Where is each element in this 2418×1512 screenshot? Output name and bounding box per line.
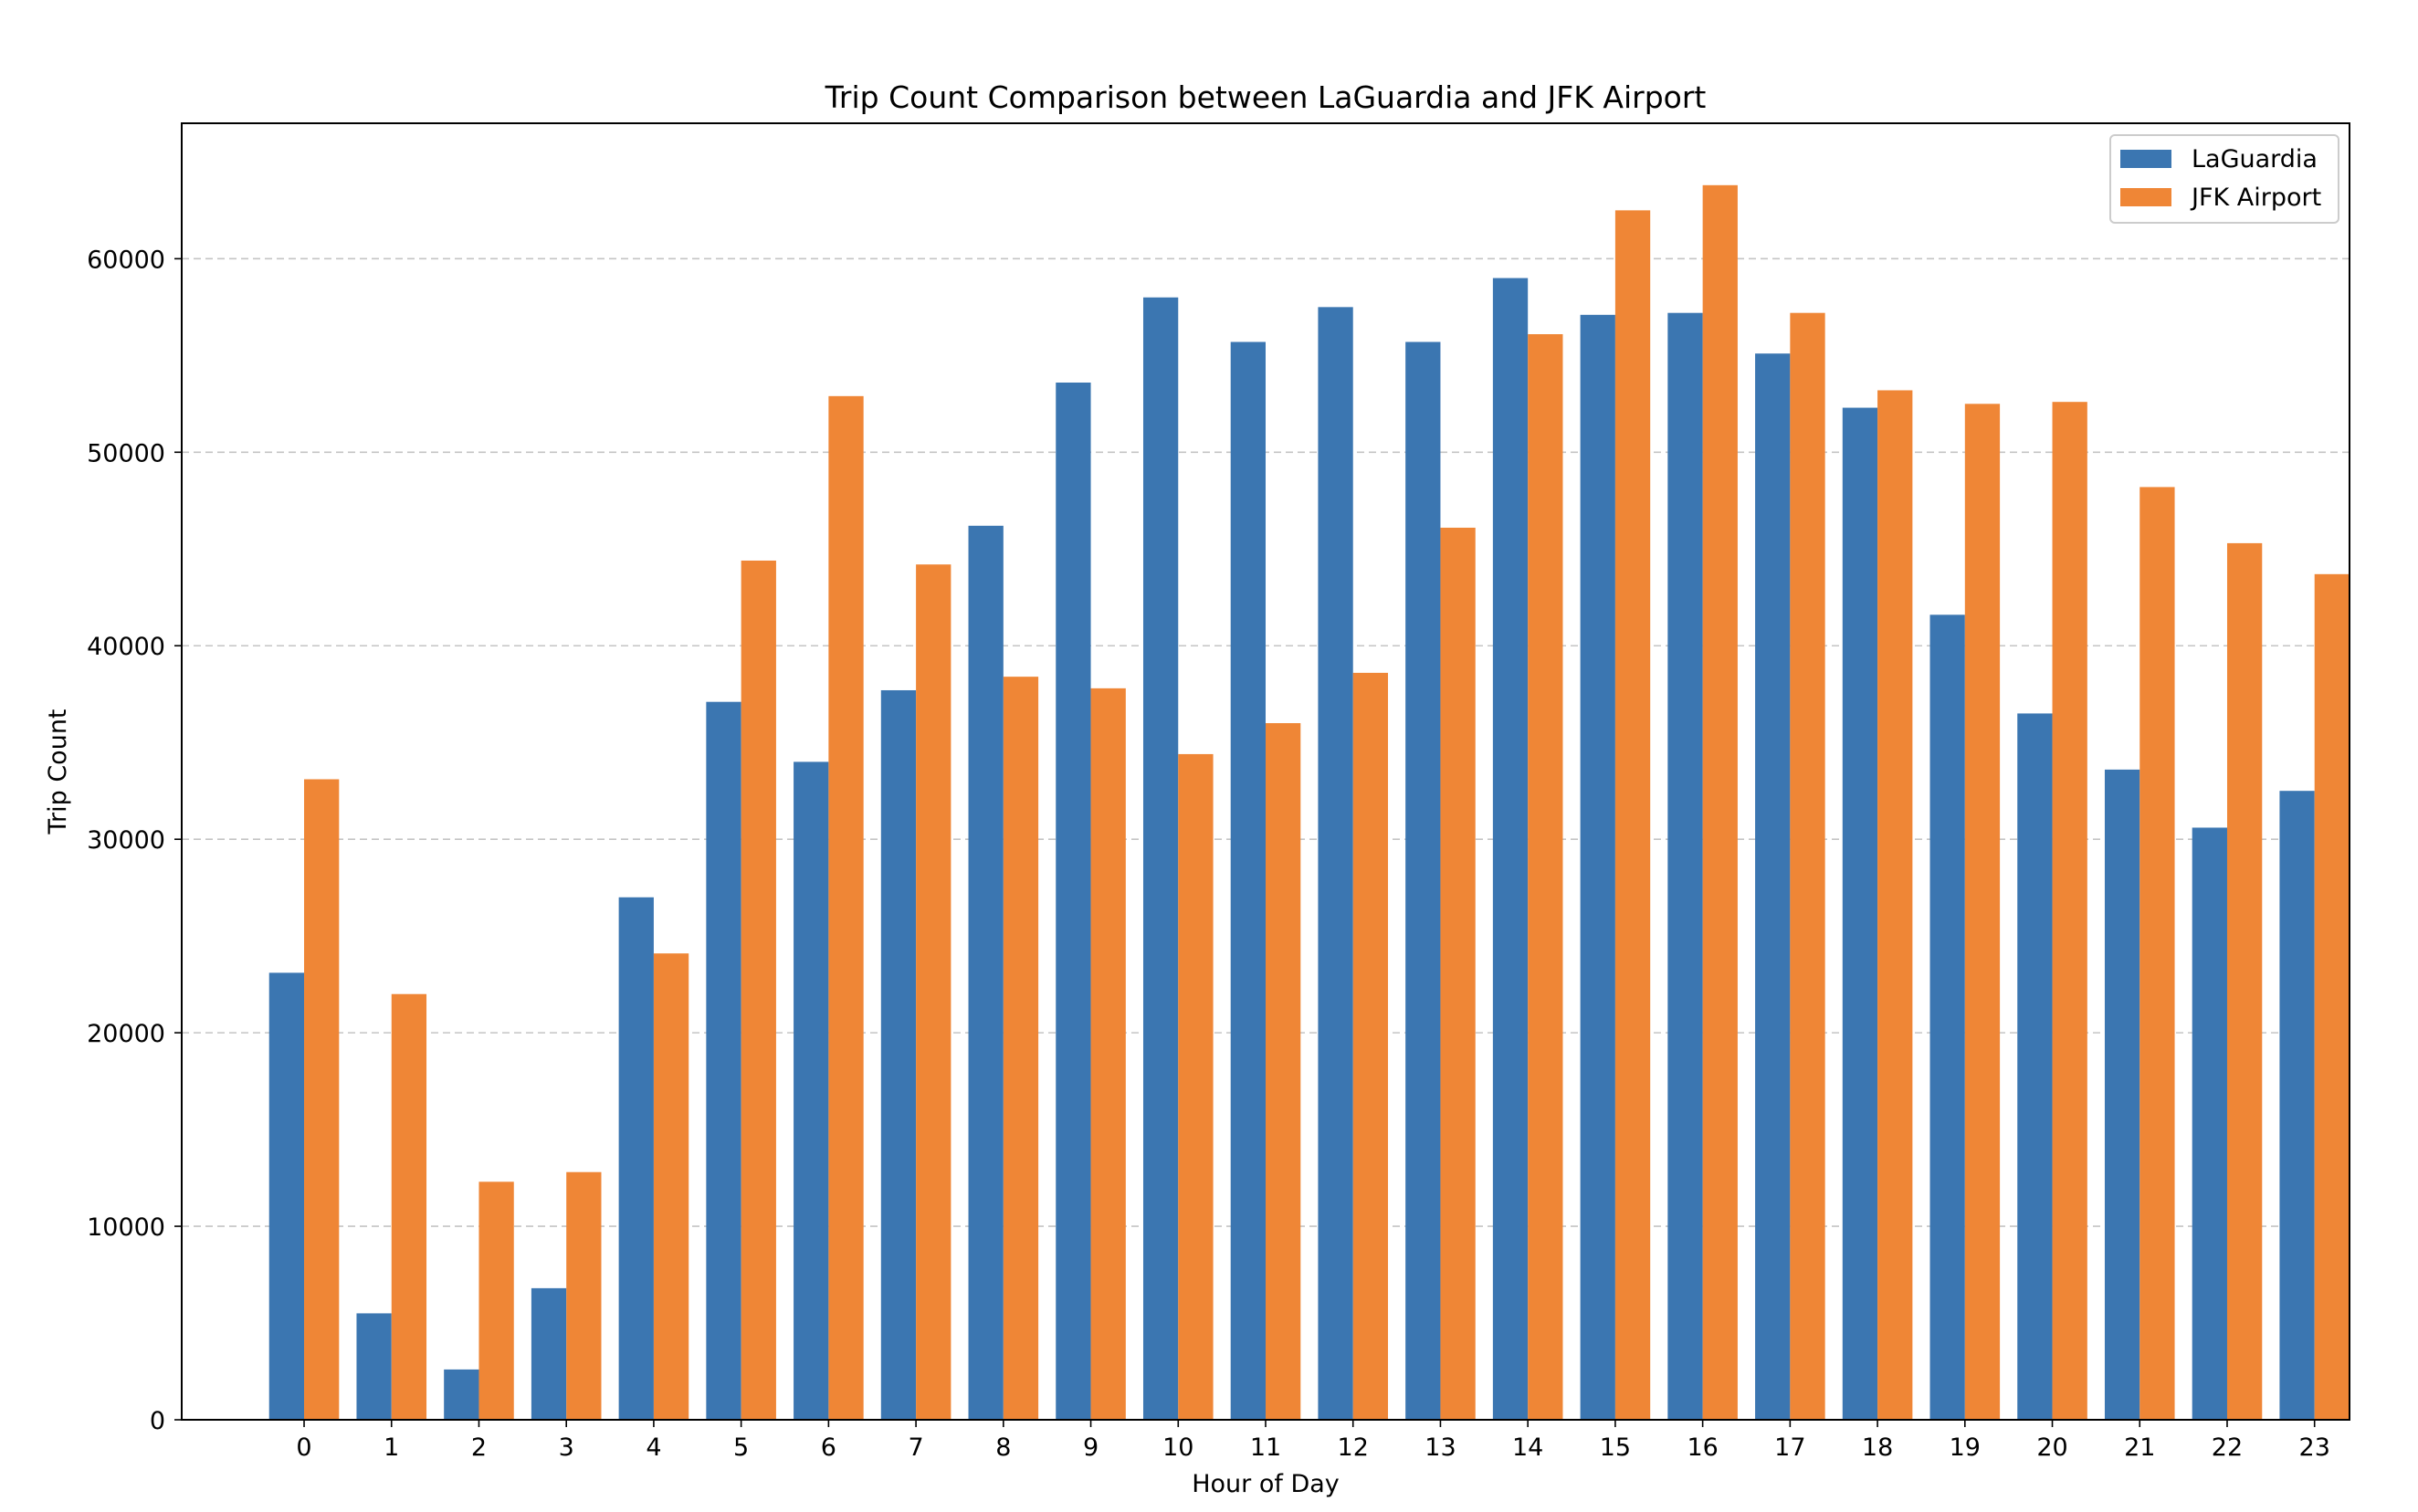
bar-jfk-airport-16 (1702, 184, 1738, 1420)
bar-laguardia-23 (2279, 791, 2315, 1420)
chart-title: Trip Count Comparison between LaGuardia … (825, 79, 1707, 115)
x-tick-label: 6 (821, 1433, 836, 1462)
bar-jfk-airport-13 (1440, 527, 1476, 1420)
y-tick-label: 60000 (87, 246, 165, 274)
x-tick-label: 7 (909, 1433, 924, 1462)
bar-jfk-airport-4 (653, 953, 689, 1420)
bar-jfk-airport-15 (1614, 210, 1651, 1420)
bar-laguardia-12 (1318, 307, 1353, 1421)
y-tick-label: 40000 (87, 633, 165, 661)
x-tick-label: 18 (1862, 1433, 1893, 1462)
x-tick-label: 21 (2124, 1433, 2155, 1462)
x-tick-label: 12 (1338, 1433, 1369, 1462)
bar-jfk-airport-18 (1877, 390, 1913, 1421)
y-tick-label: 30000 (87, 826, 165, 855)
y-tick-label: 10000 (87, 1213, 165, 1242)
bar-jfk-airport-0 (304, 779, 340, 1420)
x-tick-label: 15 (1600, 1433, 1631, 1462)
x-tick-label: 20 (2036, 1433, 2067, 1462)
y-axis-label: Trip Count (44, 709, 72, 835)
bar-laguardia-2 (444, 1369, 479, 1420)
bar-jfk-airport-14 (1528, 334, 1563, 1421)
bar-laguardia-3 (531, 1287, 567, 1420)
bar-jfk-airport-8 (1003, 677, 1039, 1420)
bar-jfk-airport-19 (1964, 404, 2001, 1420)
bar-jfk-airport-2 (478, 1181, 514, 1420)
bar-laguardia-13 (1405, 341, 1441, 1420)
bar-laguardia-20 (2017, 713, 2053, 1420)
bar-jfk-airport-7 (916, 564, 951, 1420)
bar-jfk-airport-12 (1352, 672, 1389, 1420)
bar-jfk-airport-1 (391, 993, 427, 1420)
x-tick-label: 9 (1083, 1433, 1099, 1462)
x-tick-label: 13 (1425, 1433, 1456, 1462)
bar-laguardia-22 (2192, 827, 2227, 1420)
x-tick-label: 16 (1687, 1433, 1718, 1462)
bar-jfk-airport-23 (2314, 573, 2350, 1420)
bar-jfk-airport-10 (1178, 753, 1214, 1420)
bar-jfk-airport-9 (1090, 688, 1126, 1420)
x-tick-label: 14 (1512, 1433, 1543, 1462)
bar-laguardia-1 (356, 1313, 392, 1420)
bar-jfk-airport-17 (1790, 312, 1825, 1420)
bar-laguardia-10 (1142, 297, 1179, 1420)
legend: LaGuardia JFK Airport (2109, 134, 2339, 224)
bar-laguardia-16 (1667, 312, 1703, 1420)
bar-laguardia-5 (706, 701, 741, 1420)
bar-jfk-airport-22 (2226, 542, 2263, 1420)
x-tick-label: 2 (471, 1433, 487, 1462)
x-tick-label: 0 (296, 1433, 311, 1462)
bar-laguardia-21 (2104, 769, 2140, 1420)
x-tick-label: 22 (2212, 1433, 2243, 1462)
y-tick-label: 20000 (87, 1020, 165, 1048)
x-tick-label: 5 (733, 1433, 749, 1462)
bar-laguardia-11 (1230, 341, 1266, 1420)
x-tick-label: 23 (2299, 1433, 2330, 1462)
x-tick-label: 8 (995, 1433, 1011, 1462)
bar-laguardia-17 (1755, 353, 1791, 1420)
bar-jfk-airport-20 (2052, 402, 2087, 1420)
x-tick-label: 11 (1250, 1433, 1281, 1462)
bar-laguardia-0 (268, 972, 305, 1420)
bars (268, 184, 2350, 1421)
bar-jfk-airport-3 (566, 1171, 602, 1420)
bar-laguardia-8 (968, 525, 1004, 1420)
x-axis-label: Hour of Day (1192, 1470, 1340, 1498)
bar-laguardia-9 (1056, 383, 1091, 1420)
legend-label-laguardia: LaGuardia (2192, 145, 2318, 173)
x-tick-label: 17 (1774, 1433, 1805, 1462)
y-axis-ticks: 0 10000 20000 30000 40000 50000 60000 (87, 246, 182, 1435)
legend-swatch-jfk-airport (2120, 188, 2171, 206)
x-tick-label: 10 (1162, 1433, 1193, 1462)
bar-jfk-airport-5 (741, 560, 776, 1420)
bar-laguardia-14 (1492, 278, 1529, 1420)
bar-jfk-airport-11 (1266, 723, 1301, 1420)
x-tick-label: 1 (384, 1433, 399, 1462)
x-tick-label: 3 (559, 1433, 574, 1462)
legend-label-jfk-airport: JFK Airport (2190, 184, 2321, 212)
bar-jfk-airport-21 (2139, 487, 2175, 1420)
y-tick-label: 0 (150, 1407, 165, 1435)
y-tick-label: 50000 (87, 439, 165, 467)
legend-swatch-laguardia (2120, 150, 2171, 168)
bar-laguardia-18 (1842, 407, 1878, 1420)
x-tick-label: 19 (1950, 1433, 1981, 1462)
bar-laguardia-4 (618, 897, 654, 1420)
bar-laguardia-6 (794, 761, 829, 1420)
bar-laguardia-15 (1580, 314, 1615, 1420)
bar-jfk-airport-6 (828, 395, 864, 1420)
x-axis-ticks: 0 1 2 3 4 5 6 7 8 9 10 11 12 13 14 15 16 17 18 19 20 21 22 23 (296, 1420, 2330, 1462)
x-tick-label: 4 (646, 1433, 661, 1462)
bar-laguardia-7 (880, 689, 917, 1420)
bar-laguardia-19 (1929, 614, 1965, 1420)
